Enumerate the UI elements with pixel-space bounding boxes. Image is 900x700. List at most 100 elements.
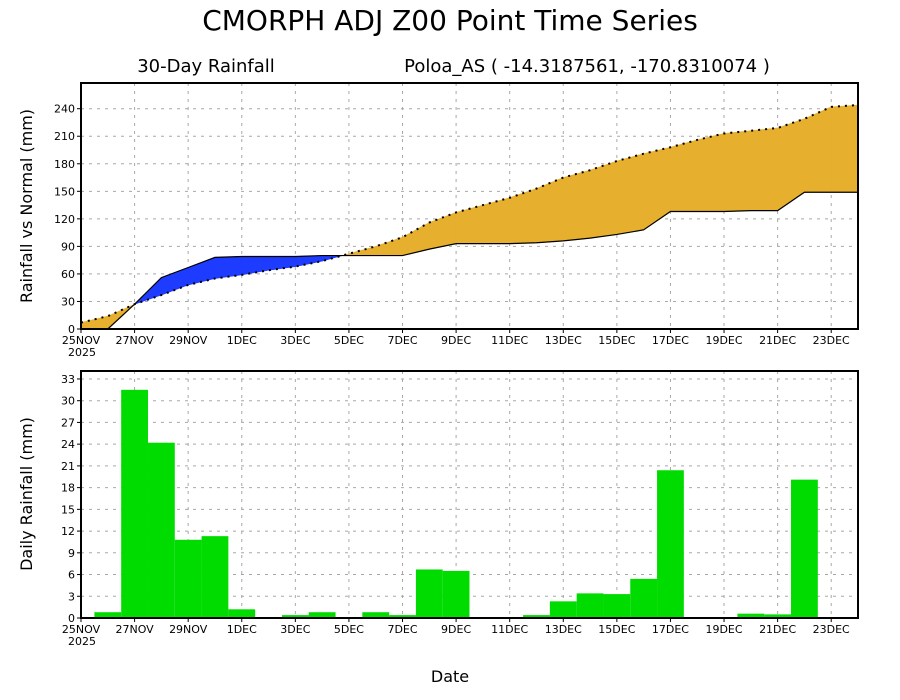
y-tick-label: 30 [61,395,75,408]
x-tick-label: 15DEC [598,623,635,636]
daily-rainfall-bar [147,442,175,618]
x-tick-label: 3DEC [280,623,310,636]
daily-rainfall-bar [362,612,390,618]
y-tick-label: 120 [54,213,75,226]
normal-cumulative-line [80,104,859,324]
x-tick-label: 9DEC [441,623,471,636]
x-tick-label: 5DEC [334,623,364,636]
above-normal-area [268,256,296,271]
x-tick-label: 27NOV [115,334,154,347]
x-tick-label: 23DEC [813,334,850,347]
below-normal-area [589,160,618,239]
bottom-y-axis-label: Daily Rainfall (mm) [17,417,36,571]
y-tick-label: 18 [61,482,75,495]
y-tick-label: 150 [54,185,75,198]
below-normal-area [696,133,725,212]
plot-frame [80,370,859,619]
y-tick-label: 60 [61,268,75,281]
daily-rainfall-bar [94,612,122,618]
below-normal-area [482,197,510,244]
daily-rainfall-bar [121,389,148,618]
y-tick-label: 0 [68,612,75,625]
daily-rainfall-bar [442,570,470,618]
daily-rainfall-bar [630,578,658,618]
x-tick-label: 9DEC [441,334,471,347]
x-tick-label: 21DEC [759,623,796,636]
x-tick-label: 1DEC [227,334,257,347]
y-tick-label: 15 [61,503,75,516]
observed-cumulative-line [81,191,858,330]
below-normal-area [455,204,484,244]
below-normal-area [536,177,564,244]
below-normal-area [723,130,752,212]
x-tick-label: 15DEC [598,334,635,347]
x-tick-label: 25NOV [62,334,101,347]
x-tick-label: 7DEC [387,334,417,347]
y-tick-label: 33 [61,373,75,386]
x-tick-label: 23DEC [813,623,850,636]
below-normal-area [375,236,403,256]
top-y-axis-label: Rainfall vs Normal (mm) [17,109,36,303]
x-tick-label: 17DEC [652,334,689,347]
daily-rainfall-bar [523,615,550,618]
x-tick-label: 27NOV [115,623,154,636]
below-normal-area [750,127,778,211]
x-tick-label: 21DEC [759,334,796,347]
x-tick-label: 29NOV [169,623,208,636]
daily-rainfall-bar [657,470,684,618]
y-tick-label: 180 [54,158,75,171]
y-tick-label: 0 [68,323,75,336]
x-axis-label: Date [431,667,469,686]
daily-rainfall-bar [281,615,309,618]
daily-rainfall-bar [308,612,336,618]
daily-panel: 0 3 6 9 12 15 18 21 24 27 30 33 25NOV 27NOV 29NOV 1DEC 3… [61,370,859,648]
daily-rainfall-bar [174,539,202,618]
x-tick-label: 13DEC [545,623,582,636]
x-tick-label: 13DEC [545,334,582,347]
x-tick-label: 1DEC [227,623,257,636]
x-tick-label: 11DEC [491,623,528,636]
below-normal-area [562,169,591,242]
daily-rainfall-bar [737,613,765,618]
x-tick-label: 7DEC [387,623,417,636]
y-tick-label: 9 [68,547,75,560]
daily-rainfall-bar [549,601,577,618]
daily-rainfall-bar [791,479,818,618]
daily-rainfall-bar [576,593,604,618]
plot-frame [80,82,859,330]
x-tick-label: 19DEC [705,334,742,347]
x-tick-label: 25NOV [62,623,101,636]
y-tick-label: 27 [61,416,75,429]
x-year-label: 2025 [68,346,96,359]
cumulative-panel: 0 30 60 90 120 150 180 210 240 25NOV 27NOV 29NOV 1DE… [54,82,859,359]
chart-title: CMORPH ADJ Z00 Point Time Series [202,4,698,37]
x-tick-label: 17DEC [652,623,689,636]
difference-fill-group [80,104,859,330]
chart-subtitle-left: 30-Day Rainfall [137,56,275,77]
chart-subtitle-right: Poloa_AS ( -14.3187561, -170.8310074 ) [404,56,770,77]
x-tick-label: 29NOV [169,334,208,347]
y-tick-label: 6 [68,569,75,582]
x-year-label: 2025 [68,635,96,648]
daily-rainfall-bar [228,609,256,618]
y-tick-label: 24 [61,438,75,451]
below-normal-area [830,104,859,193]
daily-rainfall-bar [389,615,416,618]
x-tick-label: 5DEC [334,334,364,347]
below-normal-area [670,139,698,212]
y-tick-label: 12 [61,525,75,538]
y-tick-label: 3 [68,590,75,603]
daily-rainfall-bar [415,569,443,618]
below-normal-area [509,188,537,244]
below-normal-area [804,106,832,193]
x-tick-label: 3DEC [280,334,310,347]
daily-rainfall-bar [764,614,792,618]
below-normal-area [777,118,805,212]
daily-rainfall-bar [603,594,631,618]
y-tick-label: 90 [61,240,75,253]
y-tick-label: 210 [54,130,75,143]
x-tick-label: 11DEC [491,334,528,347]
daily-rainfall-bar [201,536,229,618]
below-normal-area [80,315,109,330]
